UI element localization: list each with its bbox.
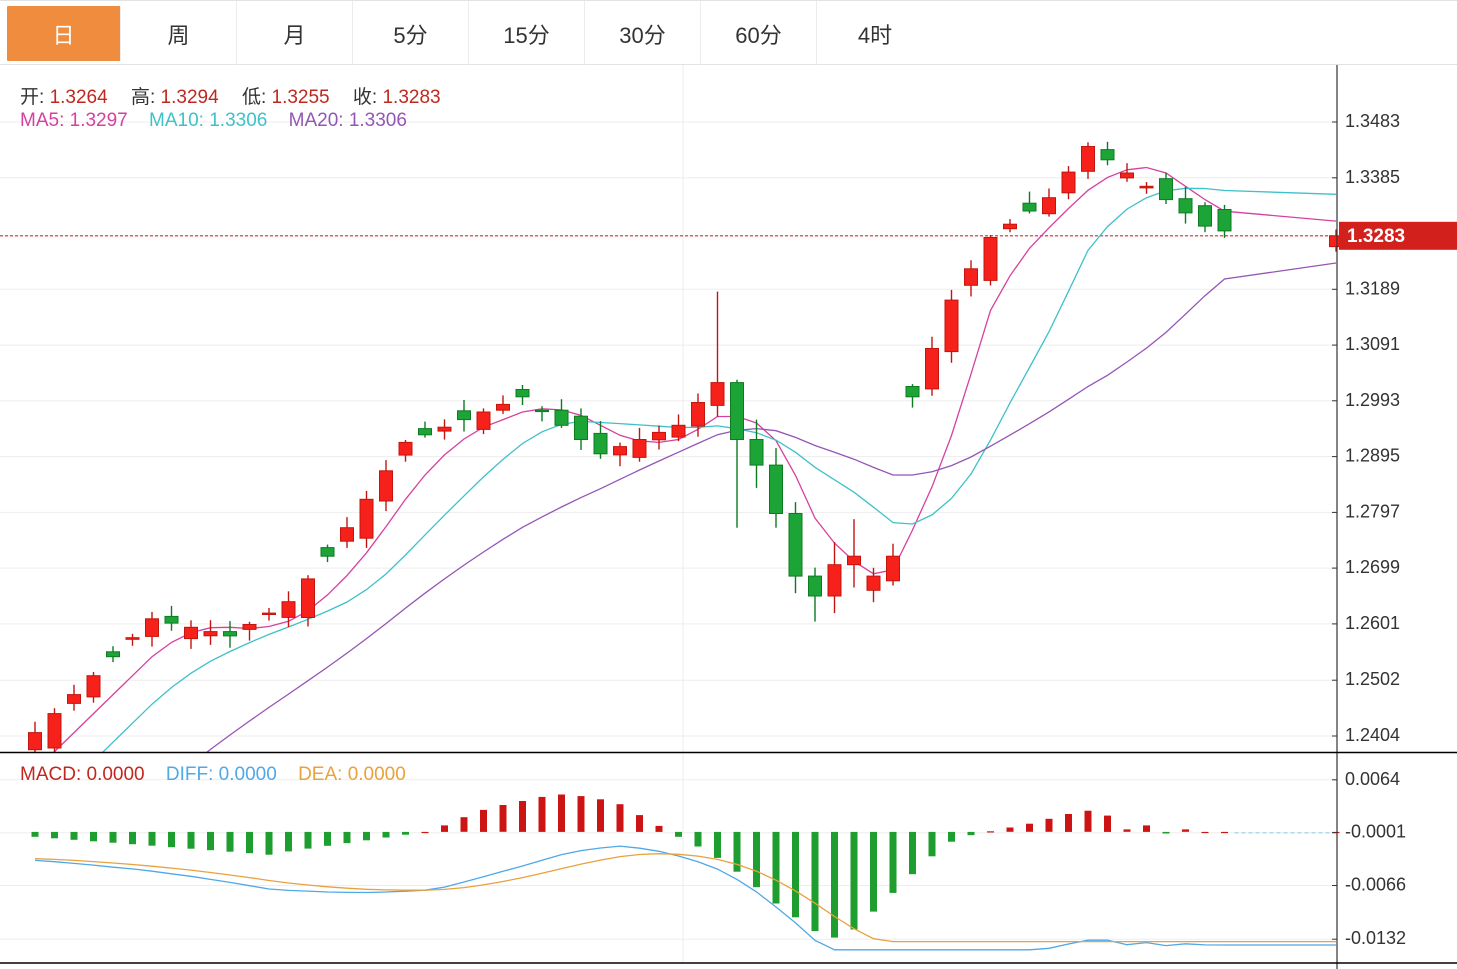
svg-text:1.2699: 1.2699 bbox=[1345, 557, 1400, 577]
svg-text:-0.0132: -0.0132 bbox=[1345, 928, 1406, 948]
svg-text:1.3385: 1.3385 bbox=[1345, 167, 1400, 187]
svg-text:-0.0001: -0.0001 bbox=[1345, 822, 1406, 842]
svg-text:-0.0066: -0.0066 bbox=[1345, 875, 1406, 895]
svg-text:1.2502: 1.2502 bbox=[1345, 669, 1400, 689]
svg-text:1.3283: 1.3283 bbox=[1347, 226, 1405, 247]
svg-text:1.2797: 1.2797 bbox=[1345, 501, 1400, 521]
svg-text:1.2895: 1.2895 bbox=[1345, 446, 1400, 466]
svg-text:1.2404: 1.2404 bbox=[1345, 725, 1400, 745]
svg-text:1.2993: 1.2993 bbox=[1345, 390, 1400, 410]
svg-text:1.3483: 1.3483 bbox=[1345, 111, 1400, 131]
svg-text:1.2601: 1.2601 bbox=[1345, 613, 1400, 633]
svg-text:1.3091: 1.3091 bbox=[1345, 334, 1400, 354]
svg-text:0.0064: 0.0064 bbox=[1345, 769, 1400, 789]
svg-text:1.3189: 1.3189 bbox=[1345, 278, 1400, 298]
